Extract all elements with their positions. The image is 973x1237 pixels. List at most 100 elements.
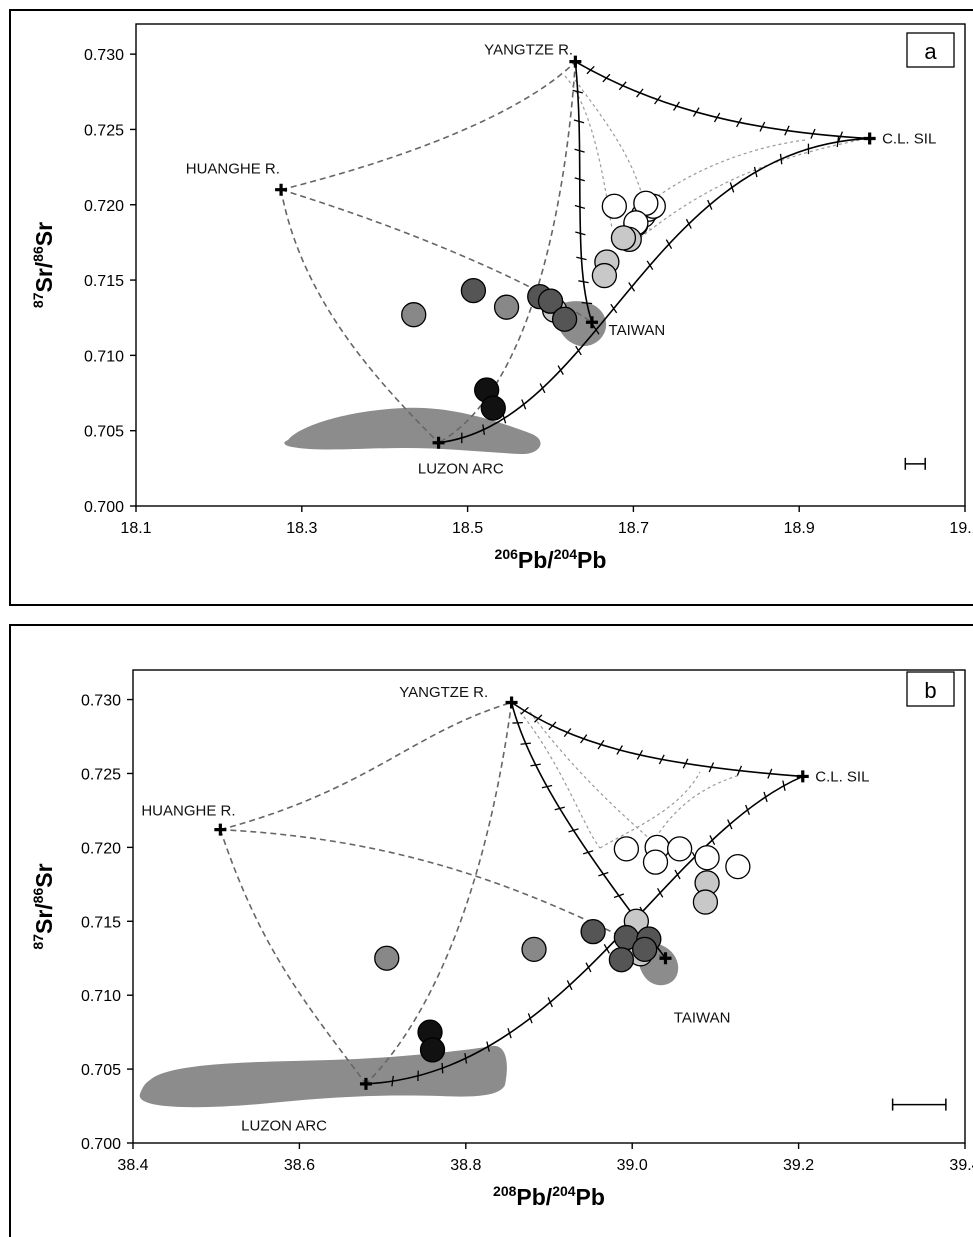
end-member-label: C.L. SIL <box>815 768 869 785</box>
end-member-marker <box>359 1077 372 1090</box>
end-member-marker <box>569 55 582 68</box>
plot-area <box>132 669 966 1144</box>
end-member-marker <box>585 316 598 329</box>
end-member-marker <box>796 770 809 783</box>
end-member-marker <box>659 952 672 965</box>
y-tick-label: 0.705 <box>81 1062 121 1079</box>
mixing-curve-dashed <box>280 189 440 444</box>
data-point <box>551 306 578 332</box>
panel-label-box <box>906 671 955 707</box>
y-tick-label: 0.720 <box>84 198 124 215</box>
panel-a-frame <box>9 9 973 606</box>
x-tick-label: 39.4 <box>949 1157 973 1174</box>
data-point <box>642 849 669 875</box>
x-tick-label: 38.4 <box>117 1157 148 1174</box>
data-point <box>521 936 547 963</box>
mixing-curve-dashed <box>219 829 367 1085</box>
data-point <box>374 945 400 971</box>
luzon-arc-field <box>284 407 541 455</box>
mixing-curve-dotted <box>599 771 701 849</box>
data-point <box>493 294 520 320</box>
data-point <box>613 836 640 862</box>
mixing-curve-dashed <box>280 61 576 191</box>
y-axis-label: 87Sr/86Sr <box>30 222 57 308</box>
end-member-marker <box>505 696 518 709</box>
mixing-curve-dashed <box>220 701 512 831</box>
y-tick-label: 0.715 <box>84 273 124 290</box>
x-tick-label: 39.0 <box>617 1157 648 1174</box>
x-tick-label: 18.9 <box>784 520 815 537</box>
mixing-curve-ticked <box>574 60 870 142</box>
mixing-curve-dashed <box>365 702 513 1085</box>
panel-label: b <box>924 678 936 703</box>
error-bar <box>891 1098 947 1111</box>
mixing-curve-dotted <box>519 711 601 849</box>
y-axis-label: 87Sr/86Sr <box>30 863 57 949</box>
y-tick-label: 0.700 <box>84 499 124 516</box>
data-point <box>608 947 635 973</box>
mixing-curve-ticked <box>572 61 593 323</box>
end-member-label: LUZON ARC <box>241 1117 327 1134</box>
x-tick-label: 18.3 <box>286 520 317 537</box>
mixing-curve-dotted <box>639 139 861 239</box>
end-member-label: YANGTZE R. <box>484 42 573 59</box>
error-bar <box>904 457 926 470</box>
end-member-marker <box>432 436 445 449</box>
y-tick-label: 0.725 <box>84 122 124 139</box>
data-point <box>694 845 720 871</box>
data-point <box>401 302 427 328</box>
end-member-label: C.L. SIL <box>882 130 936 147</box>
data-point <box>537 288 564 314</box>
y-tick-label: 0.715 <box>81 914 121 931</box>
end-member-label: YANGTZE R. <box>399 684 488 701</box>
panel-b-frame <box>9 624 973 1237</box>
mixing-curve-dotted <box>649 774 741 849</box>
y-tick-label: 0.720 <box>81 840 121 857</box>
end-member-marker <box>214 823 227 836</box>
y-tick-label: 0.700 <box>81 1136 121 1153</box>
end-member-label: HUANGHE R. <box>141 802 235 819</box>
x-axis-label: 206Pb/204Pb <box>495 546 607 573</box>
x-tick-label: 18.7 <box>618 520 649 537</box>
mixing-curve-dashed <box>280 188 593 323</box>
x-tick-label: 19.1 <box>949 520 973 537</box>
data-point <box>610 225 637 251</box>
data-point <box>419 1037 446 1063</box>
x-tick-label: 38.6 <box>284 1157 315 1174</box>
mixing-curve-dashed <box>438 61 577 444</box>
data-point <box>580 918 606 945</box>
end-member-label: TAIWAN <box>609 322 666 339</box>
data-point <box>601 193 627 219</box>
data-point <box>725 853 751 880</box>
end-member-marker <box>275 183 288 196</box>
panel-a: 0.700 0.705 0.710 0.715 0.720 0.725 0.730 18.1 1… <box>30 23 973 573</box>
y-tick-label: 0.725 <box>81 766 121 783</box>
data-point <box>591 262 618 289</box>
y-tick-label: 0.710 <box>81 988 121 1005</box>
end-member-label: TAIWAN <box>674 1009 731 1026</box>
y-tick-label: 0.705 <box>84 424 124 441</box>
end-member-label: LUZON ARC <box>418 460 504 477</box>
data-point <box>460 277 487 304</box>
mixing-curve-dotted <box>529 711 661 849</box>
y-tick-label: 0.730 <box>84 47 124 64</box>
mixing-curve-ticked <box>438 136 870 444</box>
panel-label-box <box>906 32 955 68</box>
end-member-label: HUANGHE R. <box>186 161 280 178</box>
y-tick-label: 0.730 <box>81 693 121 710</box>
end-member-marker <box>863 132 876 145</box>
x-axis-label: 208Pb/204Pb <box>493 1183 605 1210</box>
panel-b: 0.700 0.705 0.710 0.715 0.720 0.725 0.730 38.4 3… <box>30 669 973 1210</box>
mixing-curve-dotted <box>574 79 651 231</box>
luzon-arc-field <box>139 1045 507 1108</box>
data-point <box>692 889 719 915</box>
data-point <box>666 836 693 862</box>
x-tick-label: 18.1 <box>120 520 151 537</box>
panel-label: a <box>924 39 937 64</box>
x-tick-label: 38.8 <box>450 1157 481 1174</box>
x-tick-label: 18.5 <box>452 520 483 537</box>
plot-area <box>135 23 966 507</box>
data-point <box>632 936 658 963</box>
y-tick-label: 0.710 <box>84 348 124 365</box>
